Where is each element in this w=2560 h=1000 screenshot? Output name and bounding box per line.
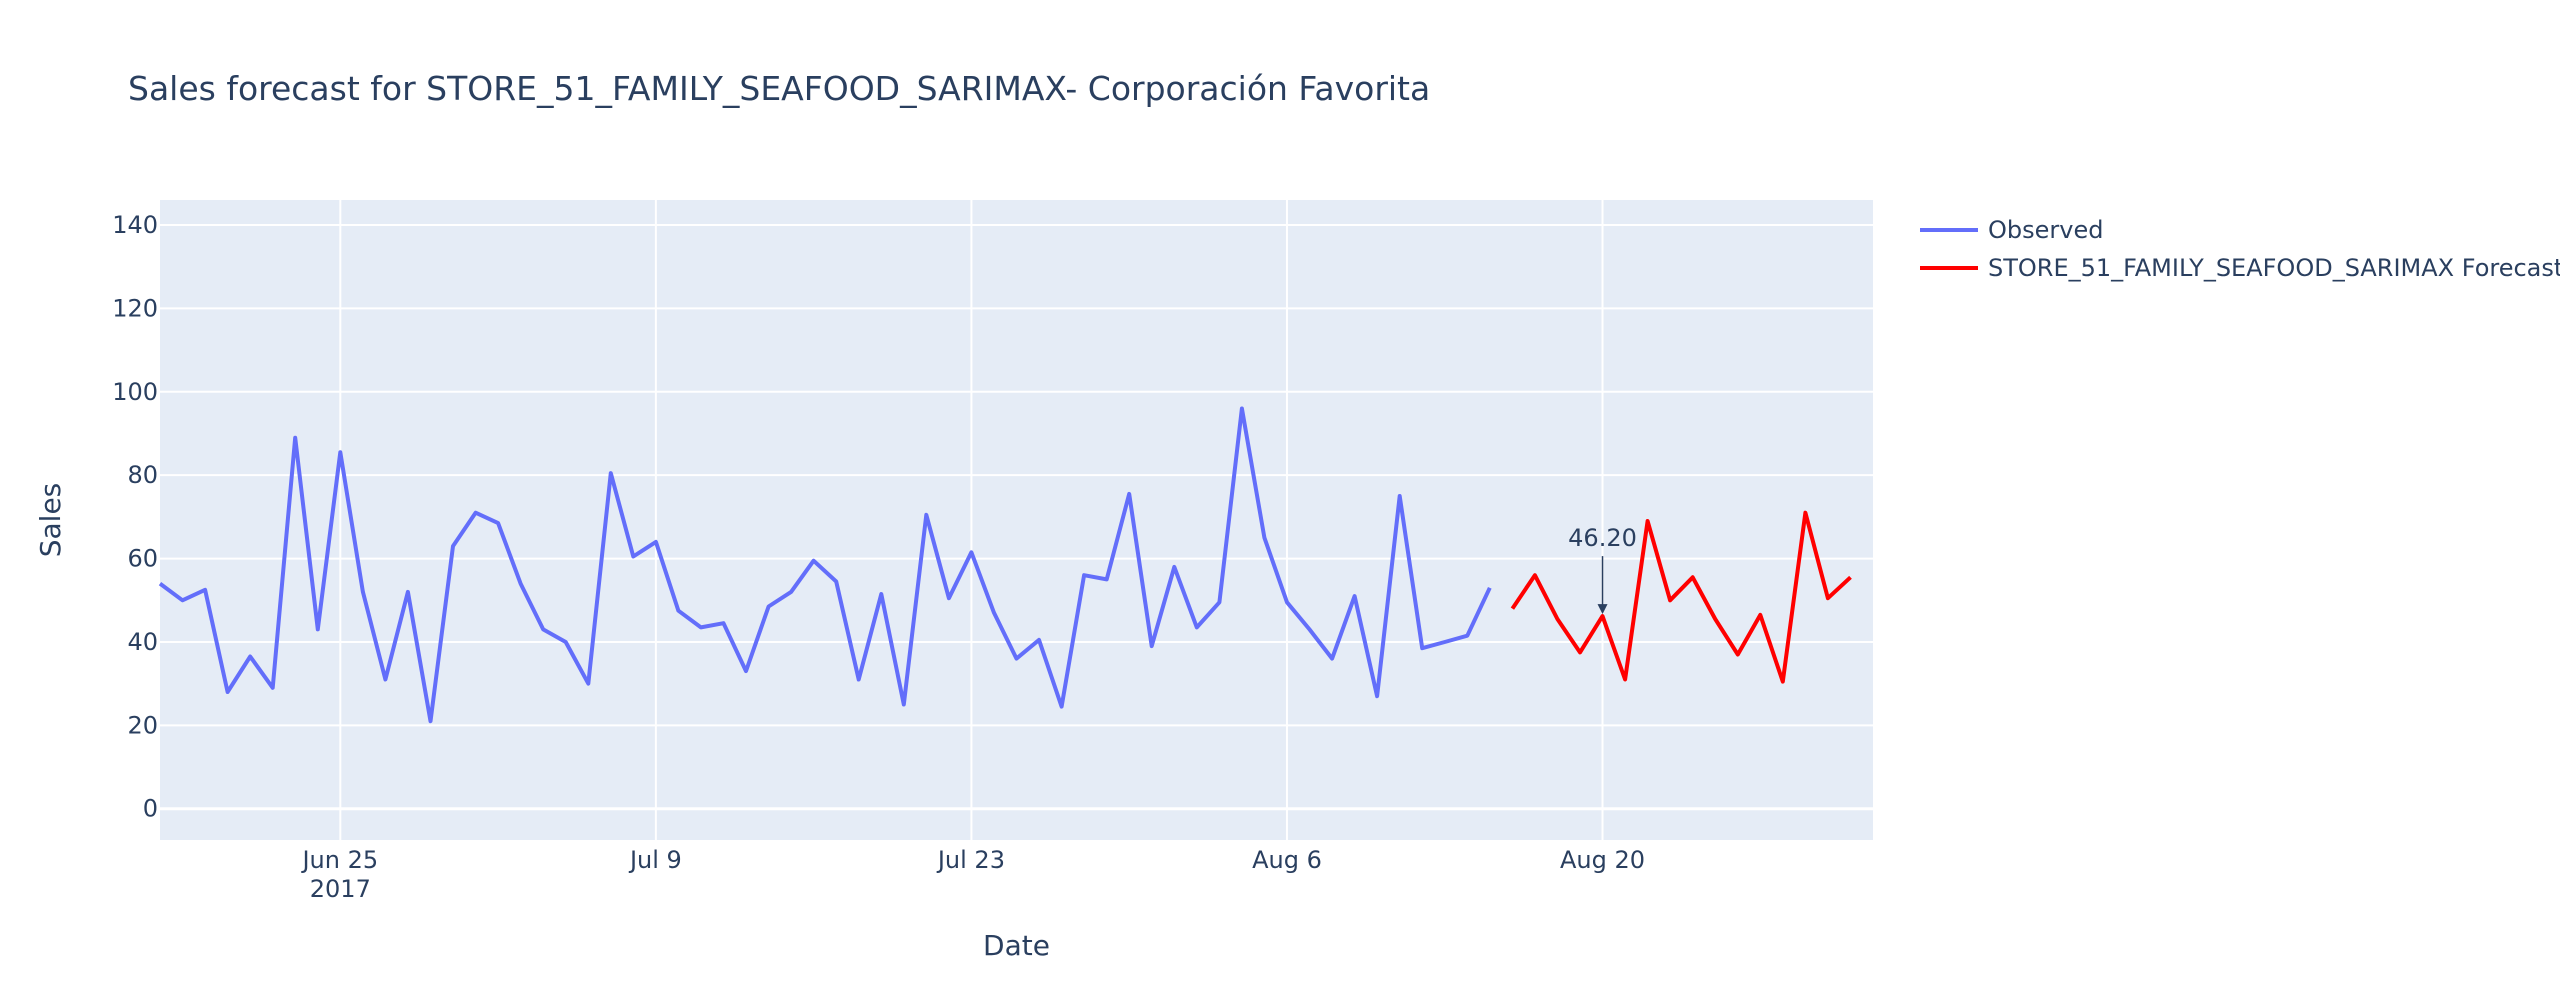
y-tick-label: 120 — [112, 294, 158, 322]
gridlines — [160, 200, 1873, 840]
y-tick-label: 0 — [143, 795, 158, 823]
y-tick-label: 20 — [127, 711, 158, 739]
x-tick-label: Aug 20 — [1560, 846, 1645, 874]
series-line — [1510, 510, 1852, 684]
legend-label: STORE_51_FAMILY_SEAFOOD_SARIMAX Forecast — [1988, 254, 2560, 282]
series-line — [158, 406, 1492, 724]
x-tick-label: Aug 6 — [1252, 846, 1322, 874]
y-tick-label: 140 — [112, 211, 158, 239]
series-lines — [158, 406, 1852, 724]
annotations: 46.20 — [1568, 524, 1637, 615]
y-tick-label: 40 — [127, 628, 158, 656]
chart-title: Sales forecast for STORE_51_FAMILY_SEAFO… — [128, 69, 1430, 108]
y-tick-label: 80 — [127, 461, 158, 489]
annotation-label: 46.20 — [1568, 524, 1637, 552]
x-tick-label: Jul 23 — [936, 846, 1005, 874]
y-tick-label: 60 — [127, 545, 158, 573]
legend-label: Observed — [1988, 216, 2103, 244]
x-tick-label: Jul 9 — [628, 846, 682, 874]
x-tick-label: Jun 25 — [300, 846, 378, 874]
x-tick-sublabel: 2017 — [310, 875, 371, 903]
y-axis-title: Sales — [34, 483, 67, 558]
y-axis-ticks: 0 20 40 60 80 100 120 140 — [112, 211, 158, 823]
x-axis-title: Date — [983, 929, 1050, 962]
plot-area — [160, 200, 1873, 840]
annotation-arrowhead — [1597, 604, 1608, 615]
y-tick-label: 100 — [112, 378, 158, 406]
legend: Observed STORE_51_FAMILY_SEAFOOD_SARIMAX … — [1920, 216, 2560, 282]
